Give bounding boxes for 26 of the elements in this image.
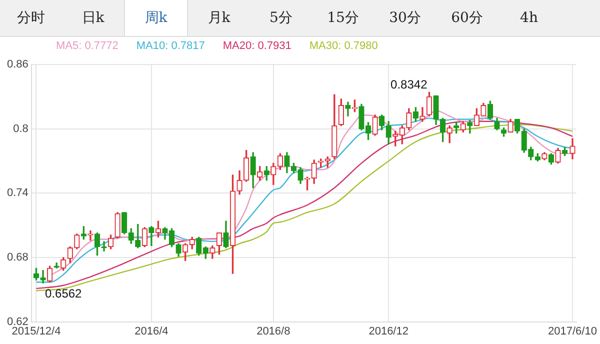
text: 日k (80, 9, 106, 28)
y-tick-label: 0.8 (13, 122, 28, 135)
y-tick-label: 0.62 (6, 316, 28, 328)
annotation: 0.8342 (390, 78, 428, 92)
x-tick-label: 2016/12 (368, 325, 408, 338)
text: 30分 (388, 9, 422, 28)
x-tick-label: 2017/6/10 (548, 325, 597, 338)
y-tick-label: 0.74 (6, 187, 28, 200)
x-tick-label: 2015/12/4 (12, 325, 61, 338)
text: 周k (124, 0, 188, 36)
text: MA30: 0.7980 (309, 39, 378, 54)
x-tick-label: 2016/4 (134, 325, 168, 338)
text: 月k (206, 9, 232, 28)
y-tick-label: 0.86 (6, 58, 28, 71)
text: MA5: 0.7772 (56, 39, 118, 54)
y-tick-label: 0.68 (6, 252, 28, 264)
candlestick (88, 230, 94, 241)
text: MA10: 0.7817 (136, 39, 205, 54)
text: MA20: 0.7931 (222, 39, 292, 54)
text: 4h (519, 9, 539, 28)
text: 15分 (326, 9, 360, 28)
text: 5分 (268, 9, 294, 28)
annotation: 0.6562 (45, 286, 82, 300)
x-tick-label: 2016/8 (256, 325, 290, 338)
text: 分时 (16, 9, 46, 28)
text: 60分 (450, 9, 484, 28)
